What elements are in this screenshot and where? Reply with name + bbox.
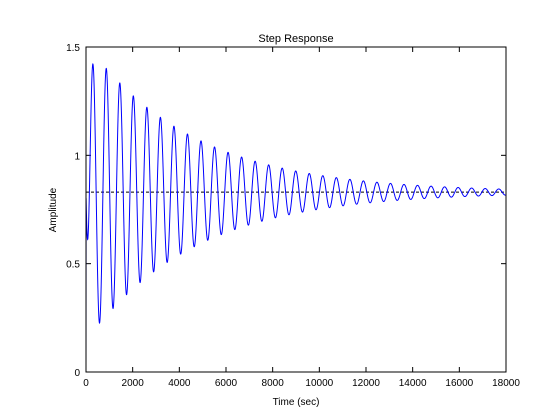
x-tick-label: 6000 (215, 378, 238, 389)
y-tick-label: 0 (74, 368, 80, 379)
plot-area (86, 47, 506, 372)
x-tick-label: 10000 (305, 378, 333, 389)
x-tick-label: 0 (83, 378, 89, 389)
plot-frame (85, 46, 507, 373)
step-response-line (85, 63, 507, 373)
y-tick-label: 1.5 (66, 43, 80, 54)
y-tick-label: 0.5 (66, 260, 80, 271)
x-axis-label: Time (sec) (273, 397, 320, 408)
x-tick-label: 2000 (122, 378, 145, 389)
x-tick-label: 18000 (492, 378, 520, 389)
y-axis-label: Amplitude (48, 187, 59, 232)
y-tick-label: 1 (74, 151, 80, 162)
x-tick-label: 12000 (352, 378, 380, 389)
x-tick-label: 14000 (399, 378, 427, 389)
x-tick-label: 8000 (262, 378, 285, 389)
x-tick-label: 4000 (168, 378, 191, 389)
chart-title: Step Response (258, 33, 333, 45)
x-tick-label: 16000 (445, 378, 473, 389)
